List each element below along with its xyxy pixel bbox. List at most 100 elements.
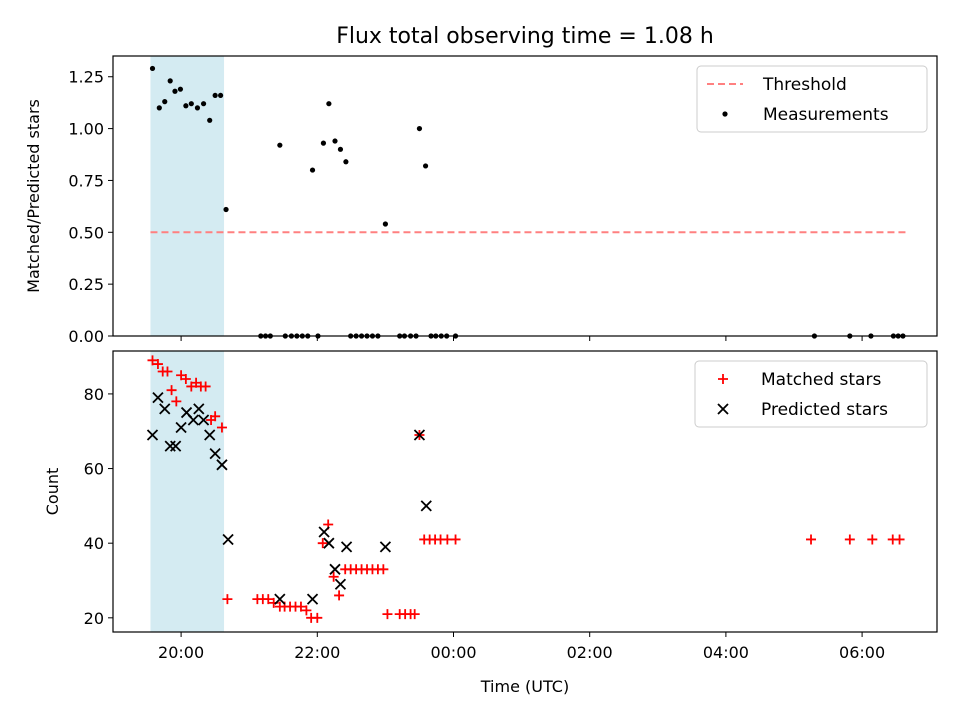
data-point <box>216 422 227 433</box>
data-point <box>200 381 211 392</box>
data-point <box>326 101 332 107</box>
y-tick-label: 1.00 <box>68 120 104 139</box>
legend: Threshold Measurements <box>696 65 928 133</box>
y-tick-label: 60 <box>84 460 104 479</box>
x-tick-label: 20:00 <box>158 643 204 662</box>
legend-marker-swatch <box>718 374 728 384</box>
legend-box <box>694 360 928 428</box>
data-point <box>152 359 163 370</box>
legend-marker-swatch <box>722 111 728 117</box>
x-tick-label: 04:00 <box>703 643 749 662</box>
data-point <box>318 526 330 538</box>
data-point <box>166 385 177 396</box>
data-point <box>277 142 283 148</box>
data-point <box>217 92 224 99</box>
legend-label: Predicted stars <box>761 400 888 420</box>
y-axis-label: Matched/Predicted stars <box>24 99 43 293</box>
data-point <box>149 65 156 72</box>
data-point <box>334 578 347 590</box>
data-point <box>320 140 327 146</box>
y-tick-label: 0.25 <box>68 275 104 294</box>
y-tick-label: 40 <box>84 534 104 553</box>
data-point <box>301 605 312 616</box>
data-point <box>162 366 173 377</box>
data-point <box>223 206 229 213</box>
data-point <box>193 403 205 415</box>
data-point <box>382 221 388 227</box>
data-point <box>147 355 158 366</box>
data-point <box>210 411 221 422</box>
data-point <box>844 534 855 545</box>
data-point <box>409 609 420 620</box>
data-point <box>159 403 171 415</box>
data-point <box>312 612 323 623</box>
data-point <box>200 101 207 107</box>
x-tick-label: 06:00 <box>839 643 885 662</box>
legend-label: Threshold <box>762 75 847 95</box>
data-point <box>177 86 184 92</box>
observing-span-band <box>150 351 225 632</box>
data-point <box>382 609 393 620</box>
data-point <box>175 421 187 434</box>
data-point <box>162 99 168 105</box>
y-tick-label: 1.25 <box>68 68 104 87</box>
x-tick-label: 22:00 <box>294 643 340 662</box>
data-point <box>379 541 392 553</box>
data-point <box>209 447 221 460</box>
y-tick-label: 0.50 <box>68 223 104 242</box>
data-point <box>332 138 338 144</box>
data-point <box>187 414 199 426</box>
x-tick-label: 02:00 <box>567 643 613 662</box>
data-point <box>183 103 189 109</box>
data-point <box>171 396 182 407</box>
data-point <box>337 146 344 152</box>
legend-label: Matched stars <box>761 370 881 390</box>
observing-span-band <box>150 56 225 336</box>
data-point <box>180 373 191 384</box>
data-point <box>329 563 341 575</box>
data-point <box>323 537 335 549</box>
x-tick-label: 00:00 <box>430 643 476 662</box>
data-point <box>204 429 216 441</box>
data-point <box>340 541 353 553</box>
legend-label: Measurements <box>763 105 889 125</box>
data-point <box>806 534 817 545</box>
data-point <box>343 159 349 165</box>
y-axis-label: Count <box>43 468 62 516</box>
chart-title: Flux total observing time = 1.08 h <box>336 24 714 49</box>
y-tick-label: 0.00 <box>68 327 104 346</box>
legend-marker-swatch <box>717 403 729 415</box>
data-point <box>156 105 162 111</box>
series-predicted-stars <box>146 392 432 605</box>
data-point <box>222 533 234 546</box>
data-point <box>867 534 878 545</box>
data-point <box>146 429 159 441</box>
data-point <box>216 459 228 471</box>
data-point <box>188 101 194 107</box>
data-point <box>894 534 905 545</box>
data-point <box>167 78 173 84</box>
data-point <box>207 117 213 123</box>
data-point <box>422 163 429 169</box>
data-point <box>172 88 178 94</box>
data-point <box>420 500 432 512</box>
legend-box <box>696 65 928 133</box>
data-point <box>378 564 389 575</box>
data-point <box>450 534 461 545</box>
data-point <box>309 167 316 173</box>
data-point <box>328 571 339 582</box>
count-panel: 20 40 60 80 20:00 22:00 00:00 02:00 04:00 06:00 Co… <box>43 350 938 696</box>
y-tick-label: 0.75 <box>68 171 104 190</box>
y-tick-label: 20 <box>84 609 104 628</box>
data-point <box>317 538 328 549</box>
legend: Matched stars Predicted stars <box>694 360 928 428</box>
data-point <box>197 414 210 426</box>
data-point <box>274 593 286 605</box>
ratio-panel: 0.00 0.25 0.50 0.75 1.00 1.25 Matched/Predicte… <box>24 55 938 346</box>
data-point <box>152 392 164 404</box>
data-point <box>416 125 423 132</box>
data-point <box>263 594 274 605</box>
data-point <box>306 593 319 605</box>
data-point <box>334 590 345 601</box>
